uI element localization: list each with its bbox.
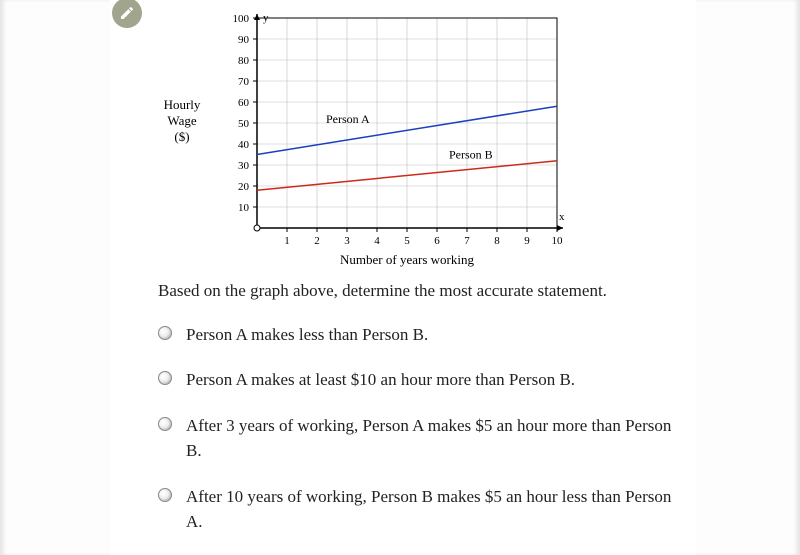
svg-text:8: 8: [494, 235, 500, 247]
svg-text:10: 10: [552, 235, 564, 247]
svg-text:($): ($): [174, 129, 189, 144]
option-text: After 10 years of working, Person B make…: [186, 484, 678, 535]
radio-button[interactable]: [158, 371, 172, 385]
svg-text:20: 20: [238, 181, 250, 193]
question-prompt: Based on the graph above, determine the …: [158, 278, 678, 304]
option-row[interactable]: After 3 years of working, Person A makes…: [158, 413, 678, 464]
svg-text:2: 2: [314, 235, 320, 247]
svg-text:80: 80: [238, 55, 250, 67]
svg-text:7: 7: [464, 235, 470, 247]
svg-text:y: y: [263, 12, 269, 24]
page-container: x y 1 2 3 4 5 6 7 8 9 10 10 20 30 40 50 60 70 80 90 100 Number…: [0, 0, 800, 555]
svg-text:x: x: [559, 211, 565, 223]
svg-text:90: 90: [238, 34, 250, 46]
chart-svg: x y 1 2 3 4 5 6 7 8 9 10 10 20 30 40 50 60 70 80 90 100 Number…: [152, 8, 582, 268]
pencil-glyph: [119, 5, 135, 21]
svg-text:3: 3: [344, 235, 350, 247]
svg-text:Person B: Person B: [449, 148, 493, 162]
option-row[interactable]: Person A makes less than Person B.: [158, 322, 678, 348]
option-row[interactable]: After 10 years of working, Person B make…: [158, 484, 678, 535]
radio-button[interactable]: [158, 417, 172, 431]
svg-text:60: 60: [238, 97, 250, 109]
svg-text:40: 40: [238, 139, 250, 151]
svg-text:100: 100: [233, 13, 250, 25]
svg-text:70: 70: [238, 76, 250, 88]
svg-text:30: 30: [238, 160, 250, 172]
svg-text:Wage: Wage: [167, 113, 196, 128]
svg-text:Hourly: Hourly: [164, 97, 201, 112]
svg-text:5: 5: [404, 235, 410, 247]
option-row[interactable]: Person A makes at least $10 an hour more…: [158, 367, 678, 393]
svg-text:Number of years working: Number of years working: [340, 252, 474, 267]
option-text: Person A makes at least $10 an hour more…: [186, 367, 678, 393]
svg-text:10: 10: [238, 202, 250, 214]
svg-text:Person A: Person A: [326, 112, 370, 126]
radio-button[interactable]: [158, 488, 172, 502]
svg-text:1: 1: [284, 235, 290, 247]
radio-button[interactable]: [158, 326, 172, 340]
svg-text:4: 4: [374, 235, 380, 247]
wage-chart: x y 1 2 3 4 5 6 7 8 9 10 10 20 30 40 50 60 70 80 90 100 Number…: [152, 8, 582, 268]
option-text: Person A makes less than Person B.: [186, 322, 678, 348]
svg-text:9: 9: [524, 235, 530, 247]
svg-text:50: 50: [238, 118, 250, 130]
option-text: After 3 years of working, Person A makes…: [186, 413, 678, 464]
svg-text:6: 6: [434, 235, 440, 247]
question-block: Based on the graph above, determine the …: [158, 278, 678, 555]
